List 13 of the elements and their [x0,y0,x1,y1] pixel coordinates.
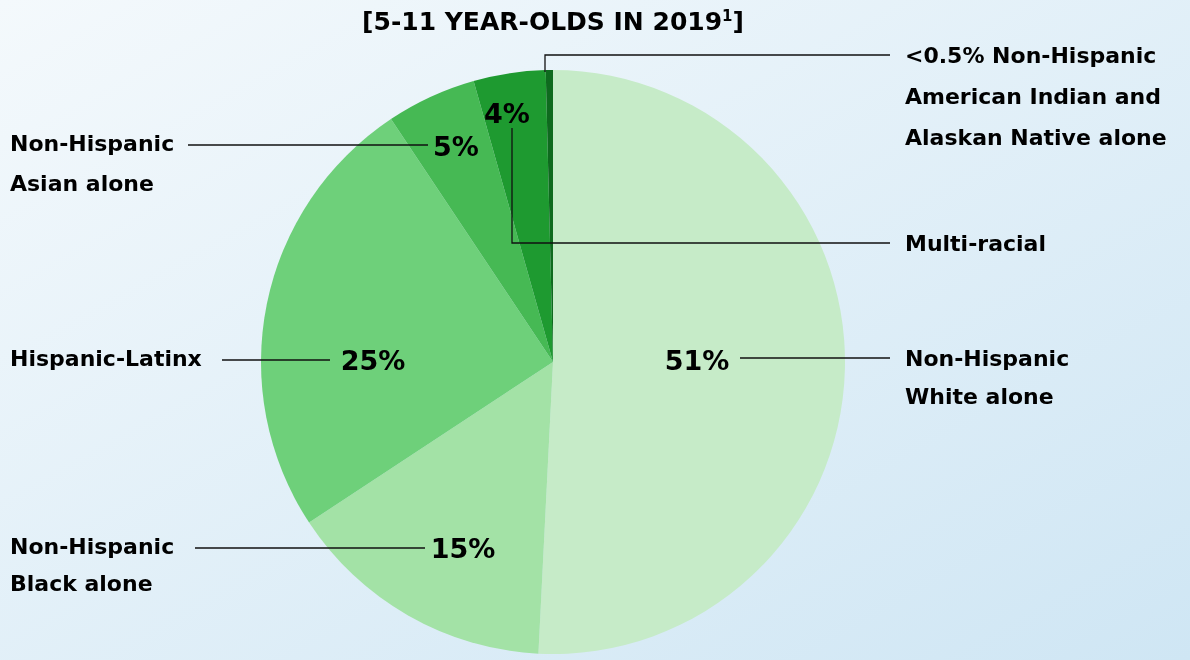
slice-label: Hispanic-Latinx [10,346,202,371]
data-label: 4% [484,97,530,129]
slice-label: Non-Hispanic White alone [905,346,1070,409]
slice-label: <0.5% Non-Hispanic American Indian and Alaskan Native alone [905,43,1167,150]
data-label: 25% [340,344,406,376]
slice-label: Multi-racial [905,231,1046,256]
slice-label: Non-Hispanic Black alone [10,534,175,596]
slice-label: Non-Hispanic Asian alone [10,131,175,196]
data-label: 51% [664,344,730,376]
data-label: 5% [433,130,479,162]
chart-title: [5-11 YEAR-OLDS IN 2019$^{1}$] [362,7,744,36]
pie-slice [538,70,845,654]
data-label: 15% [430,532,496,564]
